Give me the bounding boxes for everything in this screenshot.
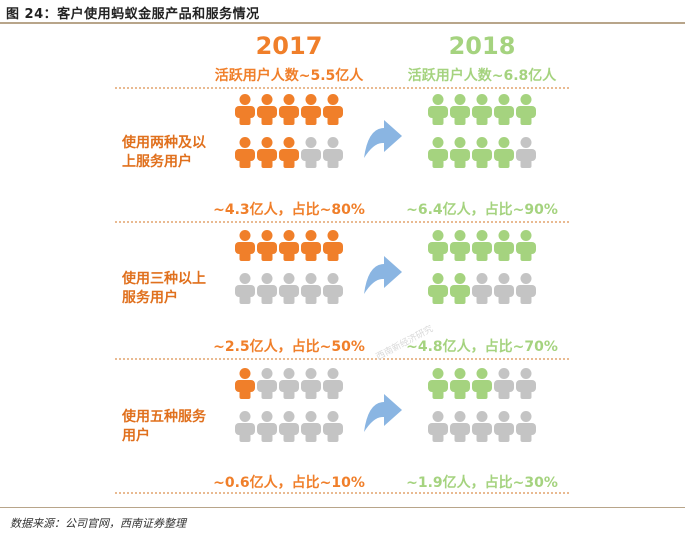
bottom-rule xyxy=(0,507,685,508)
person-icon xyxy=(516,411,536,442)
person-icon xyxy=(516,94,536,125)
person-icon xyxy=(494,137,514,168)
arrow-icon xyxy=(364,394,402,432)
person-icon xyxy=(323,137,343,168)
tier-label-line: 上服务用户 xyxy=(122,153,192,170)
person-icon xyxy=(279,273,299,304)
person-icon xyxy=(472,230,492,261)
person-icon xyxy=(279,137,299,168)
person-icon xyxy=(450,230,470,261)
tier-value-2018: ~4.8亿人，占比~70% xyxy=(406,338,558,355)
person-icon xyxy=(472,411,492,442)
person-icon xyxy=(301,94,321,125)
person-icon xyxy=(494,273,514,304)
person-icon xyxy=(235,137,255,168)
person-icon xyxy=(235,230,255,261)
person-icon xyxy=(301,137,321,168)
person-icon xyxy=(323,273,343,304)
tier-label-line: 使用三种以上 xyxy=(121,270,206,287)
person-icon xyxy=(428,230,448,261)
person-icon xyxy=(301,273,321,304)
arrow-icon xyxy=(364,120,402,158)
tier-label-line: 使用五种服务 xyxy=(121,408,207,425)
active-users-2017: 活跃用户人数~5.5亿人 xyxy=(215,67,365,84)
tier-value-2017: ~0.6亿人，占比~10% xyxy=(213,474,365,491)
person-icon xyxy=(428,368,448,399)
person-icon xyxy=(257,273,277,304)
person-icon xyxy=(494,230,514,261)
person-icon xyxy=(472,273,492,304)
year-label-2018: 2018 xyxy=(449,32,516,60)
year-headers: 2017 活跃用户人数~5.5亿人 2018 活跃用户人数~6.8亿人 xyxy=(215,32,558,84)
tier-label-line: 使用两种及以 xyxy=(121,134,206,151)
person-icon xyxy=(494,368,514,399)
person-icon xyxy=(428,273,448,304)
person-icon xyxy=(450,411,470,442)
person-icon xyxy=(257,137,277,168)
tier-label-line: 服务用户 xyxy=(122,289,178,306)
person-icon xyxy=(279,368,299,399)
person-icon xyxy=(257,368,277,399)
person-icon xyxy=(450,368,470,399)
person-icon xyxy=(323,94,343,125)
person-icon xyxy=(301,230,321,261)
person-icon xyxy=(428,137,448,168)
tier-value-2017: ~2.5亿人，占比~50% xyxy=(213,338,365,355)
person-icon xyxy=(257,230,277,261)
person-icon xyxy=(494,94,514,125)
person-icon xyxy=(235,368,255,399)
person-icon xyxy=(301,368,321,399)
person-icon xyxy=(450,94,470,125)
person-icon xyxy=(279,411,299,442)
person-icon xyxy=(235,273,255,304)
tier-label-line: 用户 xyxy=(122,427,150,444)
person-icon xyxy=(516,137,536,168)
year-label-2017: 2017 xyxy=(256,32,323,60)
tier-value-2018: ~6.4亿人，占比~90% xyxy=(406,201,558,218)
person-icon xyxy=(516,368,536,399)
person-icon xyxy=(235,411,255,442)
person-icon xyxy=(279,94,299,125)
person-icon xyxy=(279,230,299,261)
tier-value-2017: ~4.3亿人，占比~80% xyxy=(213,201,365,218)
person-icon xyxy=(257,94,277,125)
person-icon xyxy=(323,411,343,442)
figure-title: 图 24：客户使用蚂蚁金服产品和服务情况 xyxy=(6,7,260,22)
person-icon xyxy=(450,137,470,168)
person-icon xyxy=(428,94,448,125)
person-icon xyxy=(516,273,536,304)
person-icon xyxy=(301,411,321,442)
person-icon xyxy=(516,230,536,261)
arrow-icon xyxy=(364,256,402,294)
person-icon xyxy=(472,368,492,399)
person-icon xyxy=(450,273,470,304)
person-icon xyxy=(257,411,277,442)
person-icon xyxy=(235,94,255,125)
person-icon xyxy=(472,94,492,125)
source-note: 数据来源：公司官网，西南证券整理 xyxy=(10,517,186,530)
active-users-2018: 活跃用户人数~6.8亿人 xyxy=(408,67,558,84)
person-icon xyxy=(494,411,514,442)
person-icon xyxy=(428,411,448,442)
top-rule xyxy=(0,22,685,24)
tier-value-2018: ~1.9亿人，占比~30% xyxy=(406,474,558,491)
person-icon xyxy=(472,137,492,168)
person-icon xyxy=(323,230,343,261)
person-icon xyxy=(323,368,343,399)
